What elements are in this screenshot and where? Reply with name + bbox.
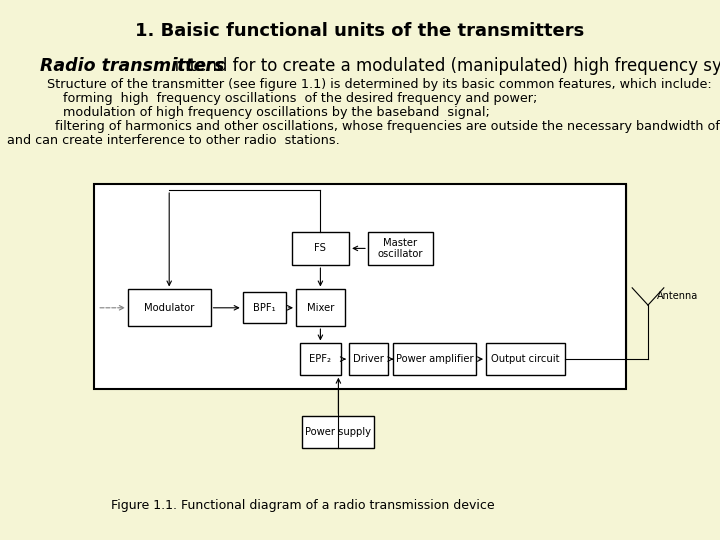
Text: Power amplifier: Power amplifier xyxy=(396,354,474,364)
Text: intend for to create a modulated (manipulated) high frequency sygnals.: intend for to create a modulated (manipu… xyxy=(164,57,720,75)
Text: Power supply: Power supply xyxy=(305,427,372,437)
Bar xyxy=(368,232,433,265)
Bar xyxy=(243,292,286,323)
Text: BPF₁: BPF₁ xyxy=(253,303,276,313)
Bar xyxy=(292,232,349,265)
Bar xyxy=(296,289,345,326)
Text: Output circuit: Output circuit xyxy=(491,354,560,364)
Text: 1. Baisic functional units of the transmitters: 1. Baisic functional units of the transm… xyxy=(135,22,585,39)
Text: forming  high  frequency oscillations  of the desired frequency and power;: forming high frequency oscillations of t… xyxy=(47,92,537,105)
Text: Structure of the transmitter (see figure 1.1) is determined by its basic common : Structure of the transmitter (see figure… xyxy=(47,78,711,91)
Bar xyxy=(348,343,389,375)
Text: Radio transmitters: Radio transmitters xyxy=(40,57,224,75)
Text: EPF₂: EPF₂ xyxy=(310,354,331,364)
Text: Master
oscillator: Master oscillator xyxy=(377,238,423,259)
Text: FS: FS xyxy=(315,244,326,253)
Text: Figure 1.1. Functional diagram of a radio transmission device: Figure 1.1. Functional diagram of a radi… xyxy=(111,499,494,512)
Bar xyxy=(302,416,374,448)
Bar xyxy=(128,289,210,326)
Text: Mixer: Mixer xyxy=(307,303,334,313)
Text: filtering of harmonics and other oscillations, whose frequencies are outside the: filtering of harmonics and other oscilla… xyxy=(47,120,720,133)
Text: modulation of high frequency oscillations by the baseband  signal;: modulation of high frequency oscillation… xyxy=(47,106,490,119)
Text: and can create interference to other radio  stations.: and can create interference to other rad… xyxy=(7,134,340,147)
Bar xyxy=(394,343,477,375)
Text: Antenna: Antenna xyxy=(657,292,698,301)
Text: Modulator: Modulator xyxy=(144,303,194,313)
Bar xyxy=(300,343,341,375)
Bar xyxy=(94,184,626,389)
Text: Driver: Driver xyxy=(354,354,384,364)
Bar xyxy=(486,343,565,375)
